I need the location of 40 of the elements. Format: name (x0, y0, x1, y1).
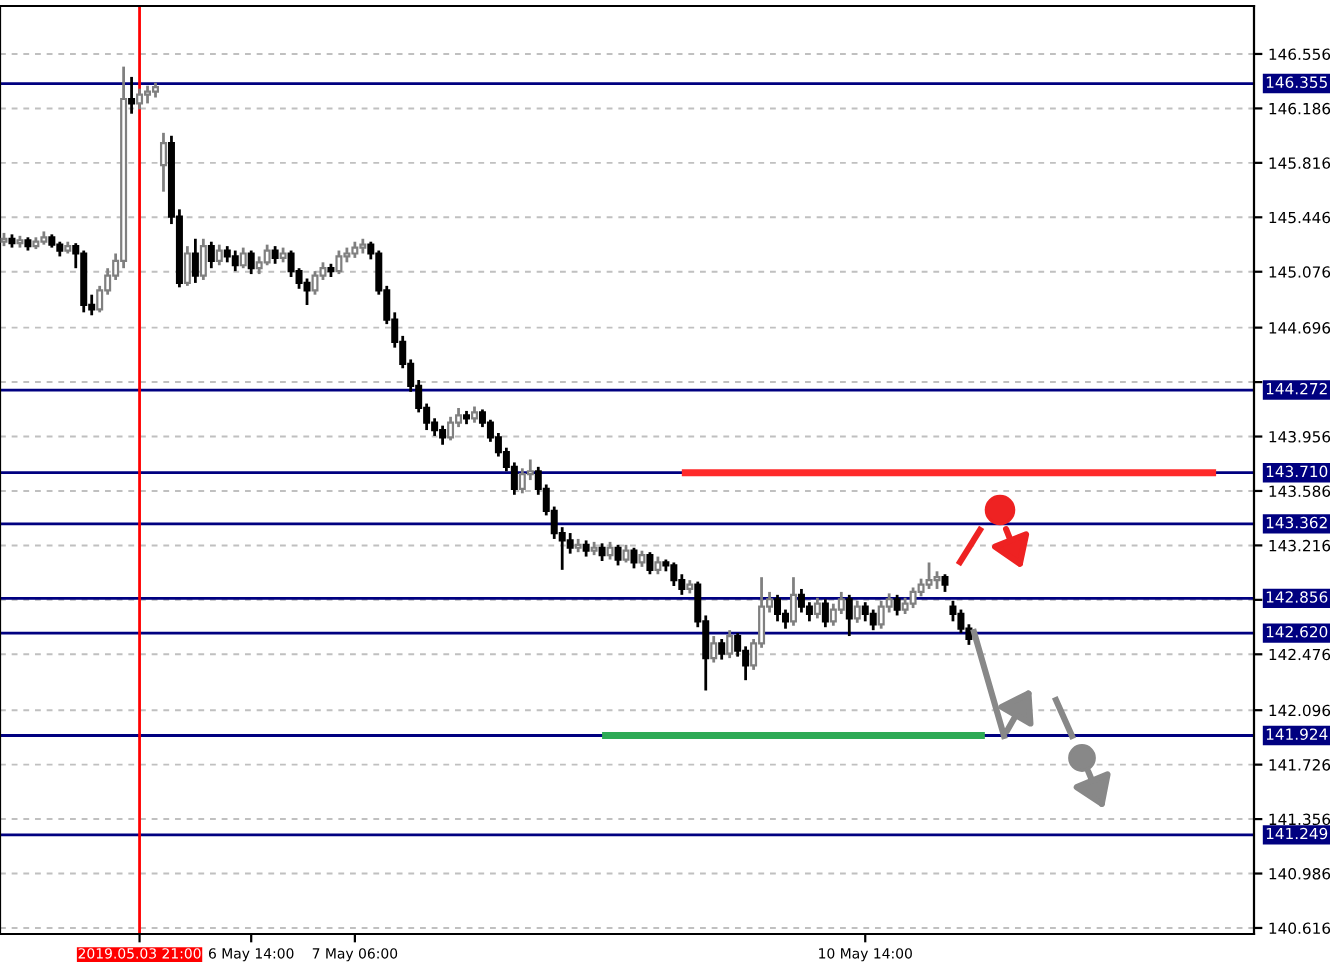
candlestick (263, 243, 271, 267)
candlestick (128, 75, 136, 116)
candlestick (646, 550, 654, 576)
candlestick (774, 593, 782, 623)
candlestick (159, 131, 167, 194)
candlestick (311, 269, 319, 297)
candlestick (191, 237, 199, 285)
candlestick (726, 628, 734, 660)
candlestick (718, 637, 726, 661)
candlestick (239, 246, 247, 270)
candlestick (231, 249, 239, 273)
candlestick (789, 575, 797, 628)
candlestick (861, 600, 869, 623)
candlestick (183, 244, 191, 288)
candlestick (813, 596, 821, 620)
candlestick (247, 249, 255, 276)
candlestick (136, 87, 144, 111)
candlestick (877, 599, 885, 631)
candlestick (869, 608, 877, 632)
candlestick (797, 587, 805, 614)
candlestick (303, 277, 311, 307)
candlestick (853, 599, 861, 625)
candlestick (949, 599, 957, 623)
candlestick (957, 608, 965, 635)
candlestick (925, 561, 933, 591)
candlestick (710, 634, 718, 664)
candlestick (909, 586, 917, 610)
candlestick (630, 546, 638, 570)
candlestick (893, 593, 901, 617)
candlestick (215, 243, 223, 267)
candlestick (447, 415, 455, 442)
candlestick (821, 597, 829, 629)
candlestick (614, 543, 622, 567)
candlestick (670, 561, 678, 588)
candlestick (199, 237, 207, 282)
candlestick (518, 466, 526, 495)
candlestick (207, 240, 215, 270)
candlestick (439, 424, 447, 447)
candlestick (845, 593, 853, 638)
candlestick (335, 249, 343, 276)
